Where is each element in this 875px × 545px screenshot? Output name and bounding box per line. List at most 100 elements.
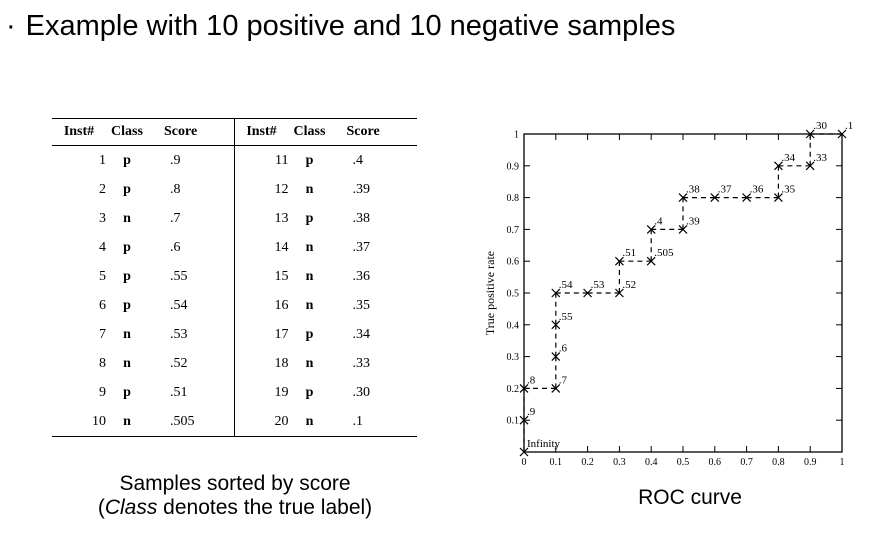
roc-point [646, 224, 656, 234]
y-tick-label: 0.3 [507, 352, 520, 363]
cell-score: .1 [330, 407, 417, 437]
caption-paren-open: ( [97, 496, 105, 519]
cell-inst: 1 [99, 152, 106, 168]
roc-point [678, 193, 688, 203]
y-tick-label: 0.2 [507, 384, 520, 395]
roc-point [773, 193, 783, 203]
roc-point-label: .39 [686, 215, 700, 227]
cell-inst: 7 [99, 326, 106, 342]
cell-score: .52 [170, 355, 188, 371]
cell-cls: n [123, 326, 131, 342]
cell-score: .36 [352, 268, 371, 284]
y-tick-label: 0.4 [507, 320, 520, 331]
caption-class-word: Class [104, 496, 158, 519]
y-tick-label: 0.6 [507, 257, 520, 268]
cell-cls: p [305, 384, 314, 400]
roc-point [614, 288, 624, 298]
cell-inst: 6 [99, 297, 106, 313]
cell-cls: p [305, 152, 314, 168]
x-tick-label: 0.7 [740, 457, 753, 468]
y-tick-label: 0.7 [507, 225, 520, 236]
table-row: 2 p .8 12 n .39 [52, 175, 417, 204]
slide-headline: · Example with 10 positive and 10 negativ… [6, 10, 675, 43]
header-inst-left: Inst# [52, 118, 106, 146]
roc-point-label: .33 [813, 152, 827, 164]
roc-point-label: .34 [781, 152, 795, 164]
cell-inst: 3 [99, 210, 106, 226]
table-row: 5 p .55 15 n .36 [52, 262, 417, 291]
table-row: 1 p .9 11 p .4 [52, 145, 417, 175]
cell-cls: n [288, 407, 331, 437]
roc-point-label: .52 [622, 279, 636, 291]
roc-point [551, 383, 561, 393]
cell-inst: 16 [233, 291, 289, 320]
y-tick-label: 0.8 [507, 193, 520, 204]
table-caption-line1: Samples sorted by score [119, 472, 351, 495]
chart-caption: ROC curve [638, 486, 742, 509]
roc-point [583, 288, 593, 298]
roc-point [805, 129, 815, 139]
x-tick-label: 0.8 [772, 457, 785, 468]
cell-score: .55 [170, 268, 188, 284]
roc-point-label: .9 [527, 406, 536, 418]
x-tick-label: 0.6 [709, 457, 722, 468]
x-tick-label: 0.9 [804, 457, 817, 468]
y-tick-label: 0.9 [507, 161, 520, 172]
table-body: 1 p .9 11 p .4 2 p .8 12 n .39 3 n .7 13 p .38 4 p .6 14 n .37 5… [52, 145, 417, 437]
roc-point [742, 193, 752, 203]
cell-cls: p [123, 152, 131, 168]
cell-score: .7 [170, 210, 181, 226]
plot-frame [523, 133, 843, 453]
cell-score: .9 [170, 152, 181, 168]
cell-score: .54 [170, 297, 188, 313]
table-row: 4 p .6 14 n .37 [52, 233, 417, 262]
cell-inst: 10 [52, 407, 106, 437]
x-tick-label: 0.1 [550, 457, 563, 468]
roc-point [519, 447, 529, 457]
x-tick-label: 1 [840, 457, 845, 468]
table-caption: Samples sorted by score (Class denotes t… [70, 472, 400, 520]
cell-score: .8 [170, 181, 181, 197]
roc-chart: 0 0.1 0.2 0.3 0.4 0.5 0.6 0.7 0.8 0.9 1 0.1 0.2 0.3 0.… [483, 120, 853, 468]
table-row: 10 n .505 20 n .1 [52, 407, 417, 437]
headline-text: Example with 10 positive and 10 negative… [25, 10, 676, 42]
roc-point-label: .53 [591, 279, 605, 291]
roc-point-label: .7 [559, 374, 568, 386]
cell-cls: n [305, 181, 314, 197]
cell-score: .38 [352, 210, 371, 226]
roc-point-label: .35 [781, 184, 795, 196]
table-header-row: Inst# Class Score Inst# Class Score [52, 118, 417, 146]
cell-cls: p [305, 326, 314, 342]
table-row: 7 n .53 17 p .34 [52, 320, 417, 349]
y-axis-label: True positive rate [483, 251, 497, 335]
roc-point [710, 193, 720, 203]
table-row: 3 n .7 13 p .38 [52, 204, 417, 233]
cell-inst: 19 [233, 378, 289, 407]
cell-inst: 5 [99, 268, 106, 284]
table-caption-line2: (Class denotes the true label) [70, 496, 400, 520]
roc-point [519, 415, 529, 425]
cell-inst: 15 [233, 262, 289, 291]
cell-inst: 13 [233, 204, 289, 233]
roc-point-label: .505 [654, 247, 674, 259]
roc-point [551, 352, 561, 362]
y-tick-label: 0.5 [507, 289, 520, 300]
cell-cls: p [123, 384, 131, 400]
bullet-glyph: · [6, 10, 16, 42]
roc-point-label: .1 [845, 120, 853, 132]
cell-inst: 2 [99, 181, 106, 197]
cell-cls: p [123, 268, 131, 284]
roc-point [773, 161, 783, 171]
cell-score: .39 [352, 181, 371, 197]
roc-point-label: .37 [718, 184, 732, 196]
cell-score: .6 [170, 239, 181, 255]
header-inst-right: Inst# [233, 118, 289, 146]
roc-point-label: .8 [527, 374, 536, 386]
cell-inst: 4 [99, 239, 106, 255]
roc-point [805, 161, 815, 171]
header-score-right: Score [330, 118, 417, 146]
cell-inst: 9 [99, 384, 106, 400]
cell-inst: 11 [233, 145, 289, 175]
roc-point-label: Infinity [527, 438, 560, 450]
cell-score: .53 [170, 326, 188, 342]
